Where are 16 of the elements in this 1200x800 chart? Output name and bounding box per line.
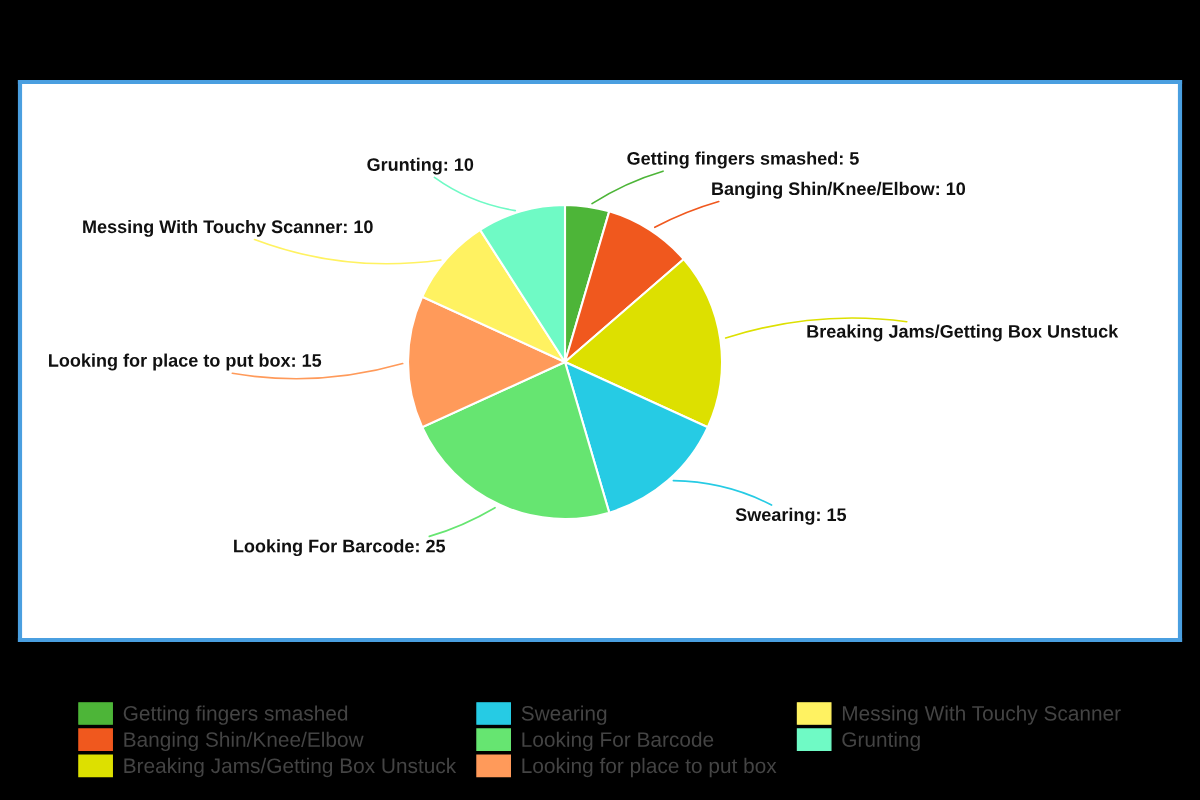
- slice-label: Breaking Jams/Getting Box Unstuck: [807, 324, 1119, 342]
- legend-label: Banging Shin/Knee/Elbow: [124, 731, 364, 752]
- data-label: Banging Shin/Knee/Elbow: 10: [712, 181, 966, 199]
- legend-label: Messing With Touchy Scanner: [842, 705, 1121, 725]
- legend-label: Swearing: [521, 705, 607, 725]
- data-label: Getting fingers smashed: 5: [627, 151, 859, 169]
- legend-label: Grunting: [842, 731, 920, 752]
- data-label: Looking for place to put box: 15: [49, 353, 322, 371]
- data-label: Swearing: 15: [735, 507, 847, 525]
- data-label: Messing With Touchy Scanner: 10: [83, 219, 373, 237]
- legend-label: Breaking Jams/Getting Box Unstuck: [124, 757, 457, 778]
- legend-label: Getting fingers smashed: [123, 705, 348, 725]
- data-label: Looking For Barcode: 25: [234, 539, 446, 557]
- legend-label: Looking for place to put box: [522, 757, 777, 778]
- data-label: Grunting: 10: [367, 157, 474, 175]
- legend-label: Looking For Barcode: [522, 731, 714, 752]
